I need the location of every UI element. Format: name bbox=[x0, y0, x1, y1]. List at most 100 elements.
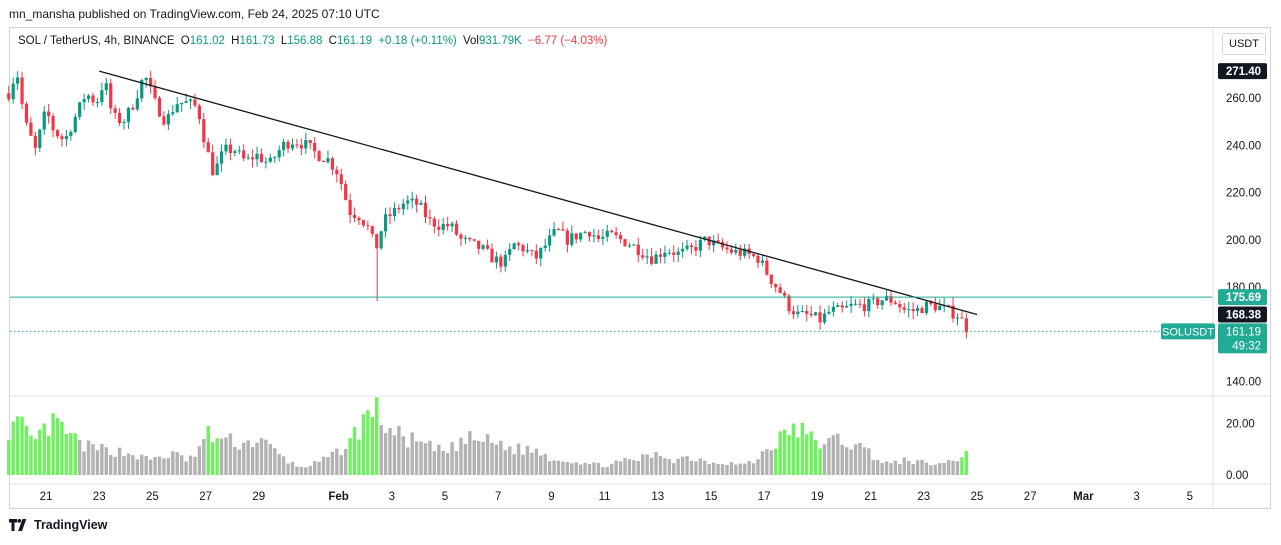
candle-body bbox=[441, 223, 445, 230]
trendline[interactable] bbox=[99, 70, 978, 316]
legend-volume-value: 931.79K bbox=[478, 35, 522, 47]
candle-body bbox=[964, 318, 968, 333]
currency-button[interactable]: USDT bbox=[1222, 33, 1266, 55]
volume-bar bbox=[840, 444, 844, 475]
candle-body bbox=[525, 250, 530, 252]
volume-bar bbox=[867, 448, 871, 475]
x-tick-label: 5 bbox=[1187, 491, 1193, 503]
candle-body bbox=[610, 230, 614, 233]
candle-body bbox=[539, 247, 543, 259]
candle-body bbox=[228, 144, 233, 153]
volume-bar bbox=[60, 421, 64, 475]
volume-bar bbox=[91, 444, 95, 475]
x-tick-label: 15 bbox=[705, 491, 718, 503]
volume-bar bbox=[552, 460, 556, 475]
candle-body bbox=[388, 214, 392, 217]
candle-body bbox=[938, 305, 942, 311]
candle-body bbox=[277, 150, 281, 158]
candle-body bbox=[188, 99, 193, 102]
volume-bar bbox=[818, 448, 822, 475]
candle-body bbox=[490, 248, 494, 263]
volume-bar bbox=[955, 461, 960, 475]
candle-body bbox=[468, 237, 472, 240]
candle-body bbox=[406, 200, 410, 204]
candle-body bbox=[459, 234, 463, 239]
volume-bar bbox=[157, 456, 162, 475]
volume-bar bbox=[632, 460, 636, 475]
volume-bar bbox=[339, 455, 343, 475]
candle-body bbox=[565, 230, 569, 245]
candle-body bbox=[264, 161, 268, 163]
current-price-box bbox=[1218, 323, 1267, 354]
candle-body bbox=[791, 311, 796, 315]
price-labels: 271.40 175.69 168.38 161.19 49:32 SOLUSDT bbox=[1161, 63, 1267, 354]
volume-bar bbox=[153, 457, 157, 475]
candle-body bbox=[689, 245, 694, 248]
candle-body bbox=[712, 240, 716, 246]
candle-body bbox=[543, 245, 547, 248]
chart-frame bbox=[9, 27, 1271, 509]
candle-body bbox=[313, 143, 317, 152]
candle-body bbox=[122, 122, 126, 124]
volume-bar bbox=[862, 447, 867, 475]
volume-bar bbox=[672, 463, 676, 475]
volume-bar bbox=[326, 457, 330, 475]
candle-body bbox=[140, 79, 144, 99]
volume-bar bbox=[312, 461, 317, 475]
y-tick-label: 260.00 bbox=[1226, 93, 1261, 105]
volume-bar bbox=[499, 440, 503, 475]
candle-body bbox=[335, 169, 339, 175]
volume-bar bbox=[179, 455, 184, 475]
candle-body bbox=[845, 305, 849, 308]
volume-bar bbox=[698, 458, 703, 475]
x-tick-label: 11 bbox=[599, 491, 611, 503]
candle-body bbox=[836, 305, 840, 307]
volume-bar bbox=[490, 442, 494, 475]
volume-bar bbox=[516, 443, 521, 475]
candle-body bbox=[929, 301, 933, 304]
candle-body bbox=[437, 226, 441, 230]
legend-change: +0.18 (+0.11%) bbox=[378, 35, 457, 47]
tradingview-footer[interactable]: TradingView bbox=[9, 518, 107, 532]
volume-bar bbox=[618, 461, 623, 475]
volume-bar bbox=[432, 451, 437, 475]
candle-body bbox=[534, 250, 538, 259]
candle-body bbox=[907, 309, 911, 311]
candle-body bbox=[383, 214, 388, 232]
candle-body bbox=[743, 248, 747, 256]
candle-body bbox=[330, 158, 334, 170]
candle-body bbox=[401, 203, 405, 210]
volume-bar bbox=[29, 435, 33, 475]
volume-bar bbox=[117, 447, 122, 475]
candle-body bbox=[685, 245, 689, 249]
candle-body bbox=[73, 116, 77, 132]
volume-bar bbox=[543, 453, 547, 475]
candle-body bbox=[738, 249, 742, 256]
candle-body bbox=[86, 95, 91, 100]
price-candles bbox=[7, 70, 968, 339]
volume-bar bbox=[361, 414, 366, 475]
volume-bar bbox=[667, 459, 672, 475]
volume-bar bbox=[614, 460, 618, 475]
volume-bar bbox=[343, 449, 348, 475]
volume-bar bbox=[401, 436, 406, 475]
price-label-box bbox=[1218, 306, 1267, 323]
volume-bar bbox=[853, 444, 858, 475]
x-tick-label: 3 bbox=[1133, 491, 1139, 503]
candle-body bbox=[548, 235, 552, 246]
candle-body bbox=[224, 144, 228, 152]
candle-body bbox=[299, 144, 303, 149]
candle-body bbox=[149, 78, 153, 87]
volume-bar bbox=[383, 433, 388, 475]
volume-bar bbox=[295, 466, 299, 475]
candle-body bbox=[911, 309, 915, 312]
volume-bar bbox=[720, 464, 725, 475]
volume-bar bbox=[827, 437, 831, 475]
volume-bar bbox=[707, 464, 711, 475]
volume-bar bbox=[197, 446, 202, 475]
candle-body bbox=[180, 102, 184, 105]
volume-bar bbox=[676, 458, 680, 475]
candle-body bbox=[24, 103, 29, 123]
candle-body bbox=[242, 150, 246, 159]
